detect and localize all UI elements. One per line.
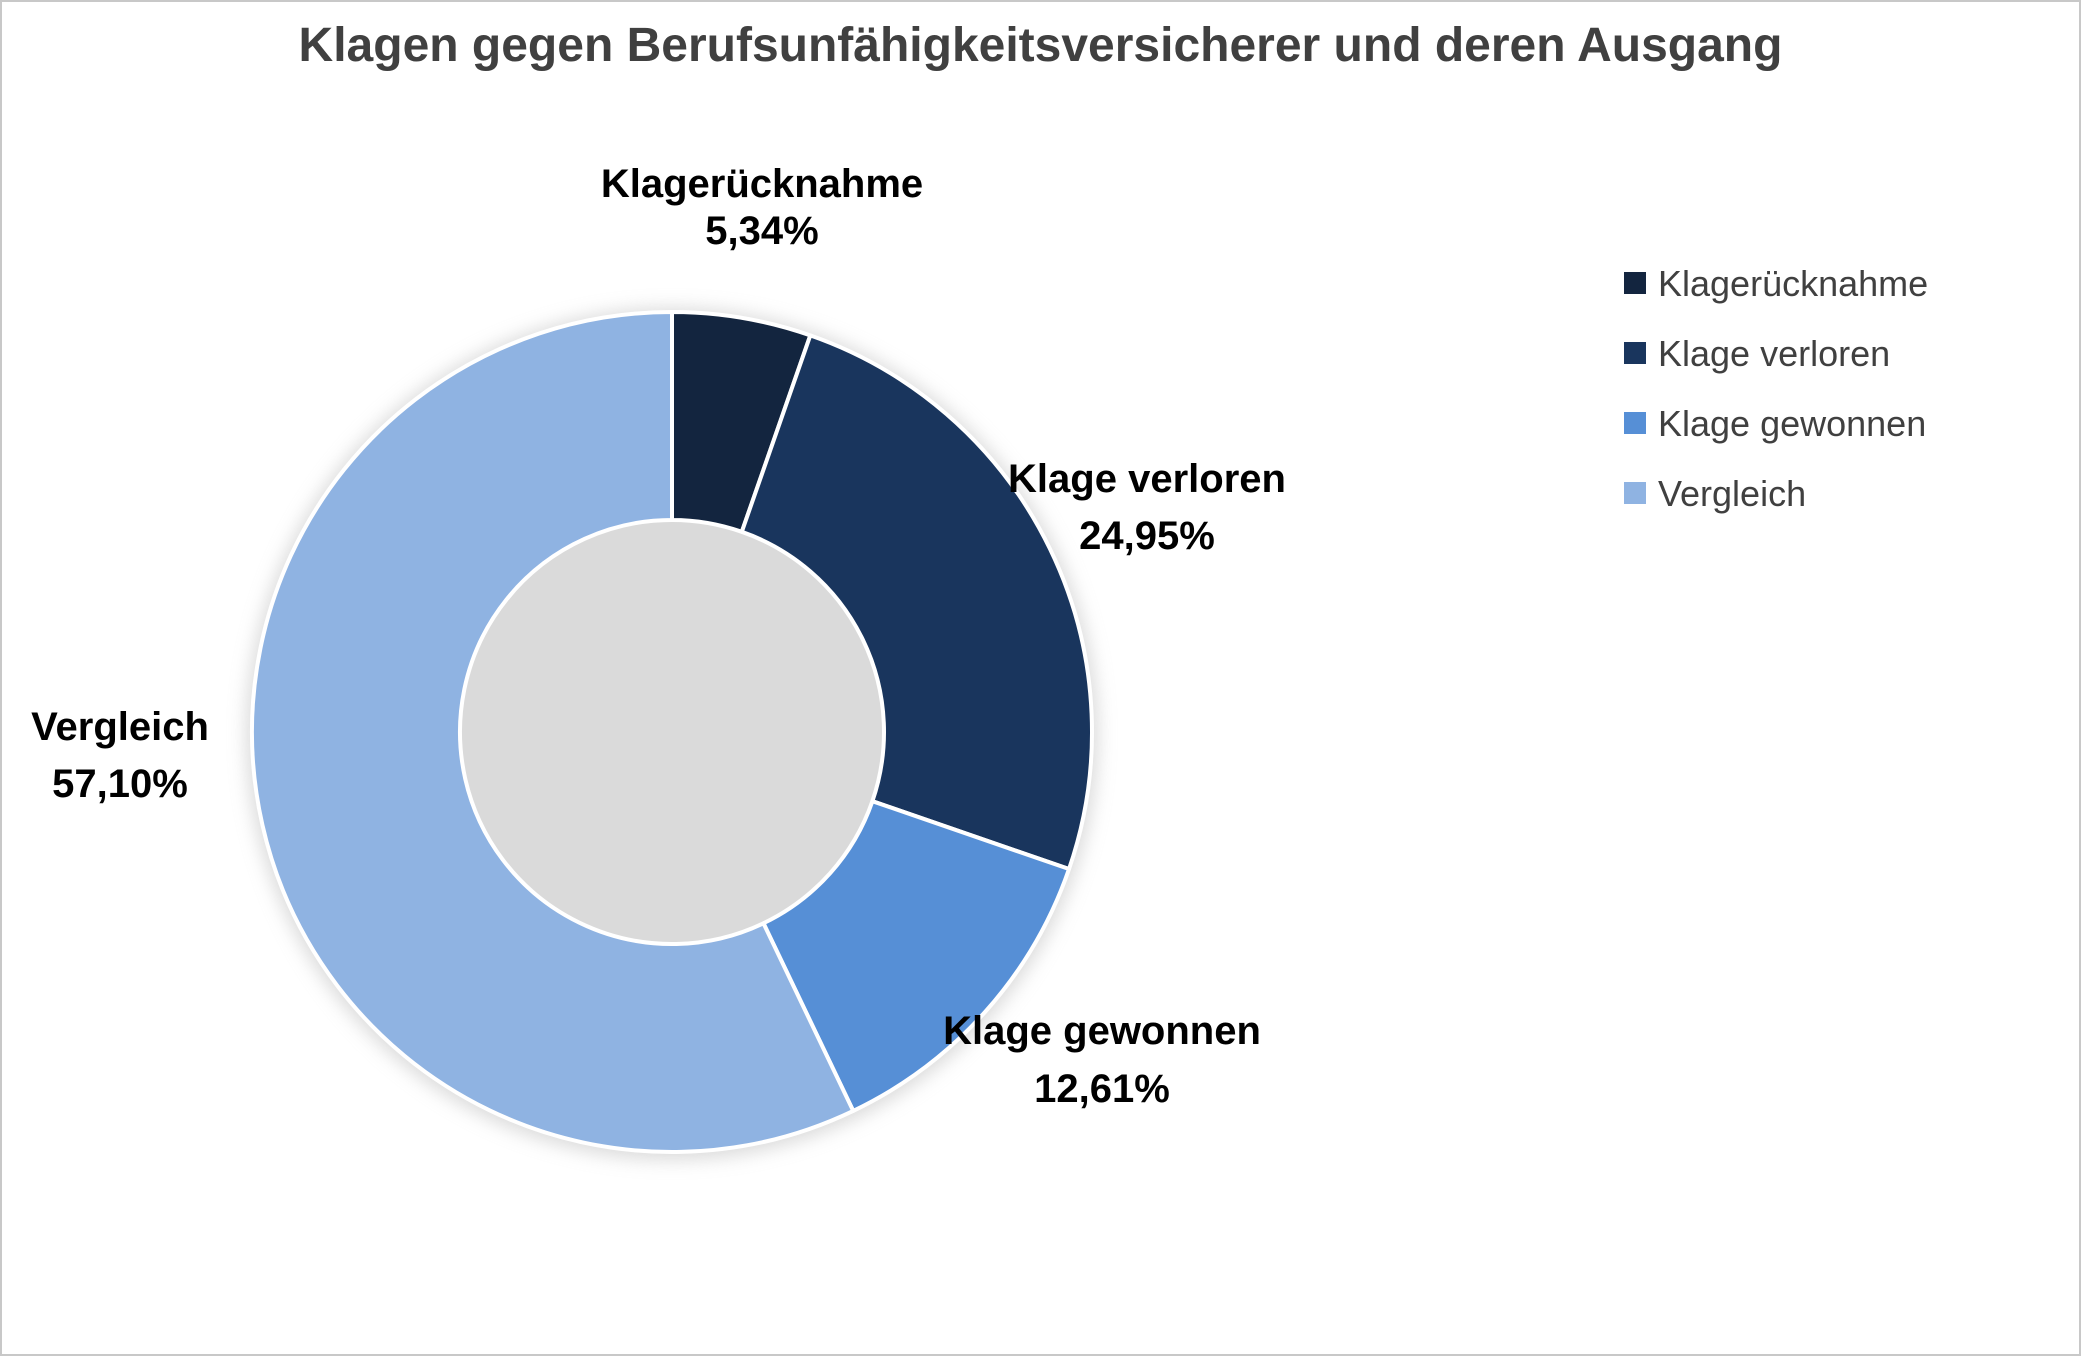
legend-swatch-klageruecknahme <box>1624 272 1646 294</box>
slice-value-klageruecknahme: 5,34% <box>705 209 818 253</box>
slice-label-klageruecknahme: Klagerücknahme <box>601 162 923 206</box>
legend-swatch-klage-verloren <box>1624 342 1646 364</box>
slice-klage-gewonnen <box>761 799 1072 1113</box>
legend-label-vergleich: Vergleich <box>1658 473 1806 514</box>
donut-slices <box>250 310 1094 1154</box>
slice-value-klage-gewonnen: 12,61% <box>1034 1067 1170 1111</box>
slice-label-klage-gewonnen: Klage gewonnen <box>943 1009 1261 1053</box>
legend-label-klage-gewonnen: Klage gewonnen <box>1658 403 1926 444</box>
slice-vergleich <box>250 310 856 1154</box>
legend: Klagerücknahme Klage verloren Klage gewonn… <box>1624 263 1928 514</box>
legend-swatch-klage-gewonnen <box>1624 412 1646 434</box>
legend-swatch-vergleich <box>1624 482 1646 504</box>
legend-label-klage-verloren: Klage verloren <box>1658 333 1890 374</box>
slice-label-klage-verloren: Klage verloren <box>1008 457 1286 501</box>
slice-klage-verloren <box>739 333 1094 872</box>
chart-title: Klagen gegen Berufsunfähigkeitsversicher… <box>298 19 1783 72</box>
slice-label-vergleich: Vergleich <box>31 705 209 749</box>
slice-value-klage-verloren: 24,95% <box>1079 514 1215 558</box>
legend-label-klageruecknahme: Klagerücknahme <box>1658 263 1928 304</box>
slice-value-vergleich: 57,10% <box>52 762 188 806</box>
